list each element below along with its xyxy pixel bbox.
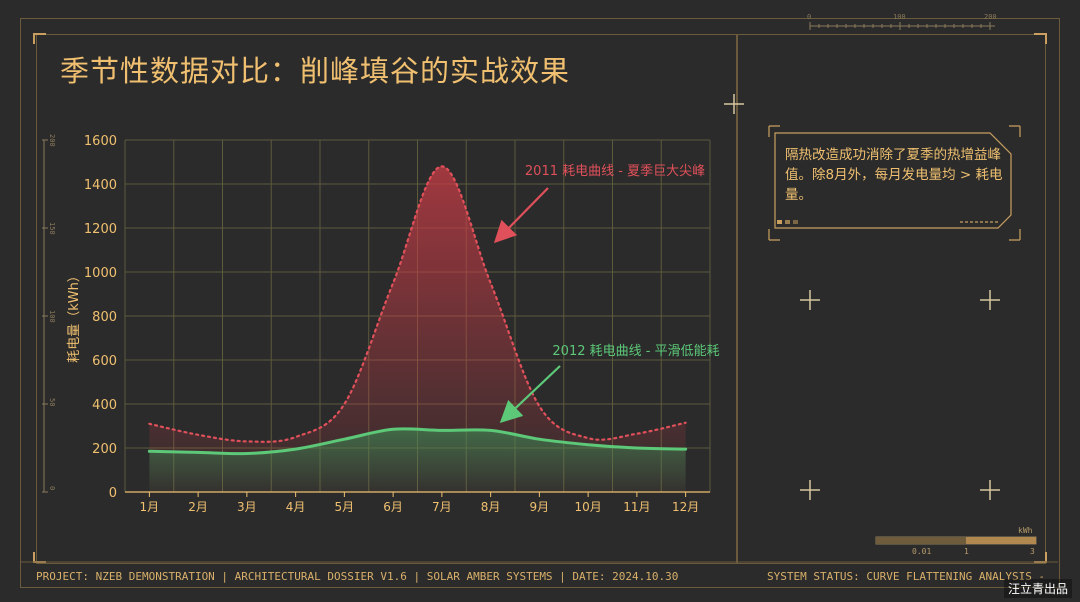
series-2012-area — [149, 428, 686, 492]
page-title: 季节性数据对比：削峰填谷的实战效果 — [60, 54, 571, 88]
x-tick-label: 10月 — [574, 500, 601, 514]
scale-unit: kWh — [1018, 526, 1033, 535]
y-tick-label: 400 — [92, 398, 117, 413]
ruler-left-100: 100 — [48, 310, 56, 323]
ruler-top-100: 100 — [893, 13, 906, 21]
side-frame — [736, 34, 1046, 564]
ruler-left-0: 0 — [48, 486, 56, 491]
y-axis-label: 耗电量（kWh） — [67, 269, 82, 363]
y-tick-label: 1200 — [84, 222, 117, 237]
y-tick-label: 200 — [92, 442, 117, 457]
footer-system-status: SYSTEM STATUS: CURVE FLATTENING ANALYSIS… — [767, 570, 1043, 583]
annotation-2011-arrow — [493, 187, 549, 244]
ruler-top-0: 0 — [807, 13, 812, 21]
y-tick-label: 800 — [92, 310, 117, 325]
x-tick-label: 12月 — [672, 500, 699, 514]
x-tick-label: 11月 — [623, 500, 650, 514]
chart-frame — [36, 34, 738, 564]
series-2011-area — [149, 166, 686, 492]
x-tick-label: 9月 — [530, 500, 550, 514]
footer-project-info: PROJECT: NZEB DEMONSTRATION | ARCHITECTU… — [36, 570, 679, 583]
x-tick-label: 4月 — [286, 500, 306, 514]
y-tick-label: 1400 — [84, 178, 117, 193]
y-tick-label: 600 — [92, 354, 117, 369]
ruler-left-200: 200 — [48, 134, 56, 147]
outer-frame — [20, 18, 1060, 588]
ruler-top-200: 200 — [984, 13, 997, 21]
scale-tick-1: 1 — [964, 547, 969, 556]
x-tick-label: 6月 — [383, 500, 403, 514]
series-2012-line — [147, 427, 688, 456]
insight-note-text: 隔热改造成功消除了夏季的热增益峰值。除8月外，每月发电量均 > 耗电量。 — [785, 147, 1003, 203]
x-tick-label: 5月 — [335, 500, 355, 514]
annotation-2012-label: 2012 耗电曲线 - 平滑低能耗 — [552, 344, 719, 359]
y-tick-label: 1000 — [84, 266, 117, 281]
annotation-2012-arrow — [499, 365, 561, 424]
ruler-left-150: 150 — [48, 222, 56, 235]
scale-tick-0: 0.01 — [912, 547, 932, 556]
series-2011-line — [148, 165, 687, 443]
annotation-2011-label: 2011 耗电曲线 - 夏季巨大尖峰 — [525, 164, 705, 179]
y-tick-label: 0 — [109, 486, 117, 501]
x-tick-label: 1月 — [140, 500, 160, 514]
x-tick-label: 8月 — [481, 500, 501, 514]
x-tick-label: 7月 — [432, 500, 452, 514]
x-tick-label: 2月 — [188, 500, 208, 514]
x-tick-label: 3月 — [237, 500, 257, 514]
ruler-left-50: 50 — [48, 398, 56, 407]
watermark: 汪立青出品 — [1003, 579, 1072, 598]
insight-note: 隔热改造成功消除了夏季的热增益峰值。除8月外，每月发电量均 > 耗电量。 — [775, 133, 1011, 228]
y-tick-label: 1600 — [84, 134, 117, 149]
scale-tick-2: 3 — [1030, 547, 1035, 556]
